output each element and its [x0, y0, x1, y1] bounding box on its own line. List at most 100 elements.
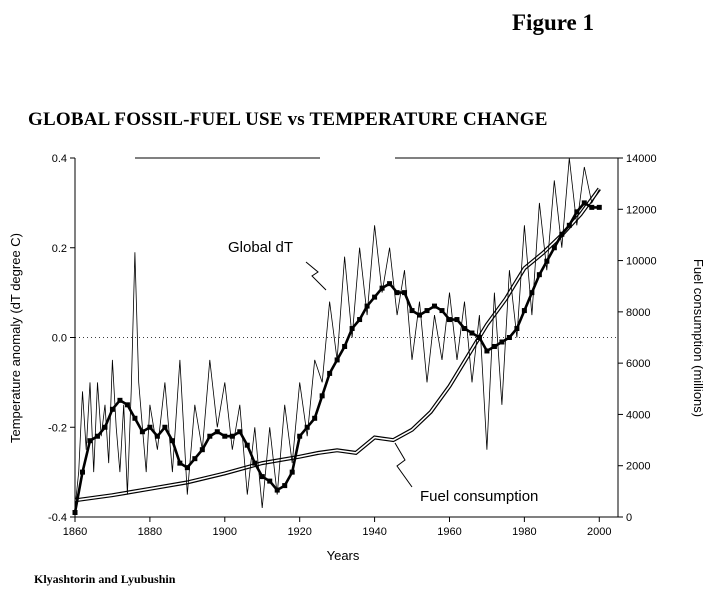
temperature-marker — [394, 290, 400, 296]
temperature-marker — [72, 510, 78, 516]
temperature-marker — [357, 317, 363, 323]
y-axis-title: Temperature anomaly (dT degree C) — [8, 233, 23, 443]
temperature-marker — [162, 424, 168, 430]
temperature-marker — [259, 474, 265, 480]
annotation-pointer-fuel-consumption — [394, 442, 413, 488]
frame-layer — [74, 157, 619, 518]
temperature-marker — [334, 357, 340, 363]
x-tick-label: 1860 — [63, 526, 87, 538]
temperature-marker — [267, 478, 273, 484]
temperature-marker — [297, 433, 303, 439]
temperature-marker — [439, 308, 445, 314]
temperature-marker — [424, 308, 430, 314]
temperature-marker — [364, 303, 370, 309]
temperature-marker — [379, 285, 385, 291]
annotation-fuel-consumption: Fuel consumption — [420, 488, 538, 505]
temperature-marker — [521, 308, 527, 314]
temperature-marker — [461, 326, 467, 332]
y-tick-label: 0.4 — [52, 153, 67, 165]
temperature-marker — [147, 424, 153, 430]
temperature-marker — [274, 487, 280, 493]
temperature-marker — [402, 290, 408, 296]
temperature-marker — [529, 290, 535, 296]
temperature-marker — [312, 415, 318, 421]
fuel-consumption-line-outer — [74, 187, 601, 503]
annotation-global-dt: Global dT — [228, 239, 293, 256]
temperature-marker — [207, 433, 213, 439]
temperature-marker — [596, 204, 602, 210]
y2-tick-label: 10000 — [626, 256, 657, 268]
x-tick-label: 1940 — [362, 526, 386, 538]
temperature-marker — [514, 326, 520, 332]
y2-tick-label: 4000 — [626, 409, 650, 421]
temperature-marker — [132, 415, 138, 421]
temperature-marker — [499, 339, 505, 345]
temperature-marker — [79, 469, 85, 475]
temperature-marker — [184, 465, 190, 471]
temperature-marker — [102, 424, 108, 430]
temperature-marker — [484, 348, 490, 354]
temperature-marker — [169, 438, 175, 444]
chart-title: GLOBAL FOSSIL-FUEL USE vs TEMPERATURE CH… — [28, 109, 548, 130]
temperature-marker — [446, 317, 452, 323]
credit-text: Klyashtorin and Lyubushin — [34, 572, 176, 586]
temperature-marker — [581, 200, 587, 206]
y-tick-label: -0.4 — [48, 512, 67, 524]
temperature-marker — [551, 245, 557, 251]
y2-tick-label: 2000 — [626, 461, 650, 473]
temperature-marker — [476, 335, 482, 340]
temperature-marker — [387, 281, 393, 287]
temperature-marker — [289, 469, 295, 475]
x-tick-label: 1960 — [437, 526, 461, 538]
temperature-annual-line — [74, 157, 600, 509]
temperature-marker — [117, 397, 123, 403]
temperature-marker — [252, 460, 258, 466]
y2-tick-label: 6000 — [626, 358, 650, 370]
y-tick-label: -0.2 — [48, 422, 67, 434]
temperature-marker — [544, 258, 550, 264]
temperature-marker — [124, 402, 130, 408]
temperature-marker — [409, 308, 415, 314]
data-layer — [72, 157, 602, 516]
temperature-marker — [432, 303, 438, 309]
x-tick-label: 2000 — [587, 526, 611, 538]
temperature-marker — [319, 393, 325, 399]
temperature-marker — [139, 429, 145, 435]
temperature-marker — [229, 433, 235, 439]
temperature-marker — [327, 370, 333, 376]
temperature-marker — [349, 326, 355, 332]
temperature-marker — [177, 460, 183, 466]
temperature-marker — [214, 429, 220, 435]
y2-tick-label: 0 — [626, 512, 632, 524]
temperature-marker — [589, 204, 595, 210]
temperature-marker — [417, 312, 423, 318]
y-tick-label: 0.0 — [52, 333, 67, 345]
temperature-marker — [154, 433, 160, 439]
temperature-marker — [199, 447, 205, 453]
temperature-marker — [304, 424, 310, 430]
temperature-marker — [222, 433, 228, 439]
temperature-marker — [491, 343, 497, 349]
temperature-marker — [536, 272, 542, 278]
temperature-marker — [506, 335, 512, 340]
y2-tick-label: 12000 — [626, 204, 657, 216]
y2-tick-label: 14000 — [626, 153, 657, 165]
annotation-pointer-global-dt — [305, 261, 327, 291]
temperature-marker — [192, 456, 198, 462]
x-tick-label: 1980 — [512, 526, 536, 538]
x-tick-label: 1920 — [287, 526, 311, 538]
temperature-marker — [87, 438, 93, 444]
temperature-marker — [469, 330, 475, 336]
fuel-consumption-line-inner — [74, 188, 600, 502]
tick-layer: 1860 1880 1900 1920 1940 1960 1980 2000 0.4 0.2 0.… — [48, 153, 657, 538]
temperature-marker — [372, 294, 378, 300]
temperature-marker — [94, 433, 100, 439]
temperature-marker — [559, 231, 565, 237]
temperature-marker — [109, 406, 115, 412]
temperature-marker — [342, 343, 348, 349]
temperature-marker — [454, 317, 460, 323]
x-axis-title: Years — [327, 548, 360, 563]
temperature-marker — [574, 209, 580, 215]
y2-axis-title: Fuel consumption (millions) — [691, 259, 703, 417]
